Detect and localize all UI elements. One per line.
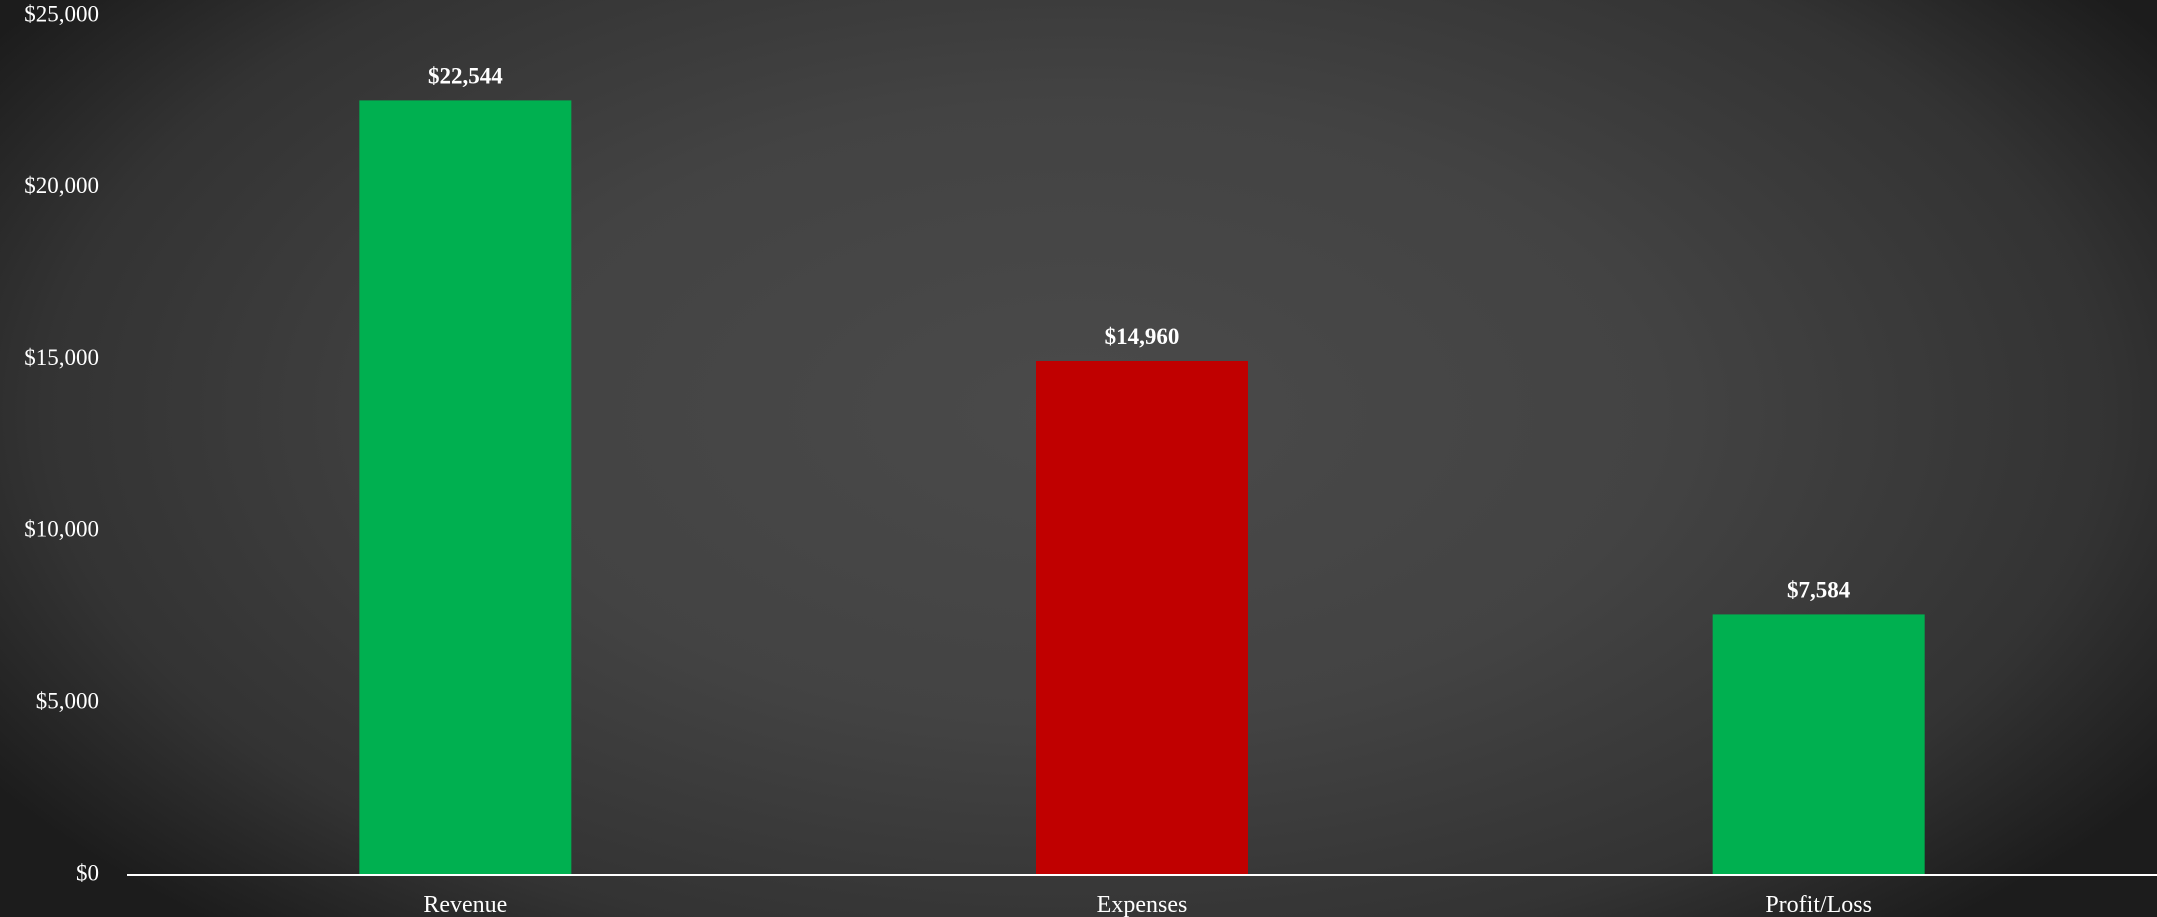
category-label-expenses: Expenses bbox=[1097, 892, 1188, 917]
bar-revenue bbox=[359, 100, 572, 875]
y-tick-label: $15,000 bbox=[24, 345, 99, 370]
y-tick-label: $5,000 bbox=[36, 688, 99, 713]
data-label-profit-loss: $7,584 bbox=[1787, 577, 1851, 602]
x-axis-category-labels: Revenue Expenses Profit/Loss bbox=[423, 892, 1872, 917]
category-label-revenue: Revenue bbox=[423, 892, 507, 917]
category-label-profit-loss: Profit/Loss bbox=[1765, 892, 1872, 917]
y-tick-label: $20,000 bbox=[24, 173, 99, 198]
bars bbox=[359, 100, 1925, 876]
data-labels: $22,544 $14,960 $7,584 bbox=[428, 63, 1851, 602]
data-label-expenses: $14,960 bbox=[1105, 324, 1180, 349]
data-label-revenue: $22,544 bbox=[428, 63, 503, 88]
bar-profit-loss bbox=[1712, 614, 1925, 875]
y-tick-label: $0 bbox=[76, 860, 99, 885]
y-tick-label: $10,000 bbox=[24, 517, 99, 542]
bar-expenses bbox=[1036, 360, 1248, 876]
y-tick-label: $25,000 bbox=[24, 1, 99, 26]
y-axis-tick-labels: $0 $5,000 $10,000 $15,000 $20,000 $25,000 bbox=[24, 1, 99, 885]
